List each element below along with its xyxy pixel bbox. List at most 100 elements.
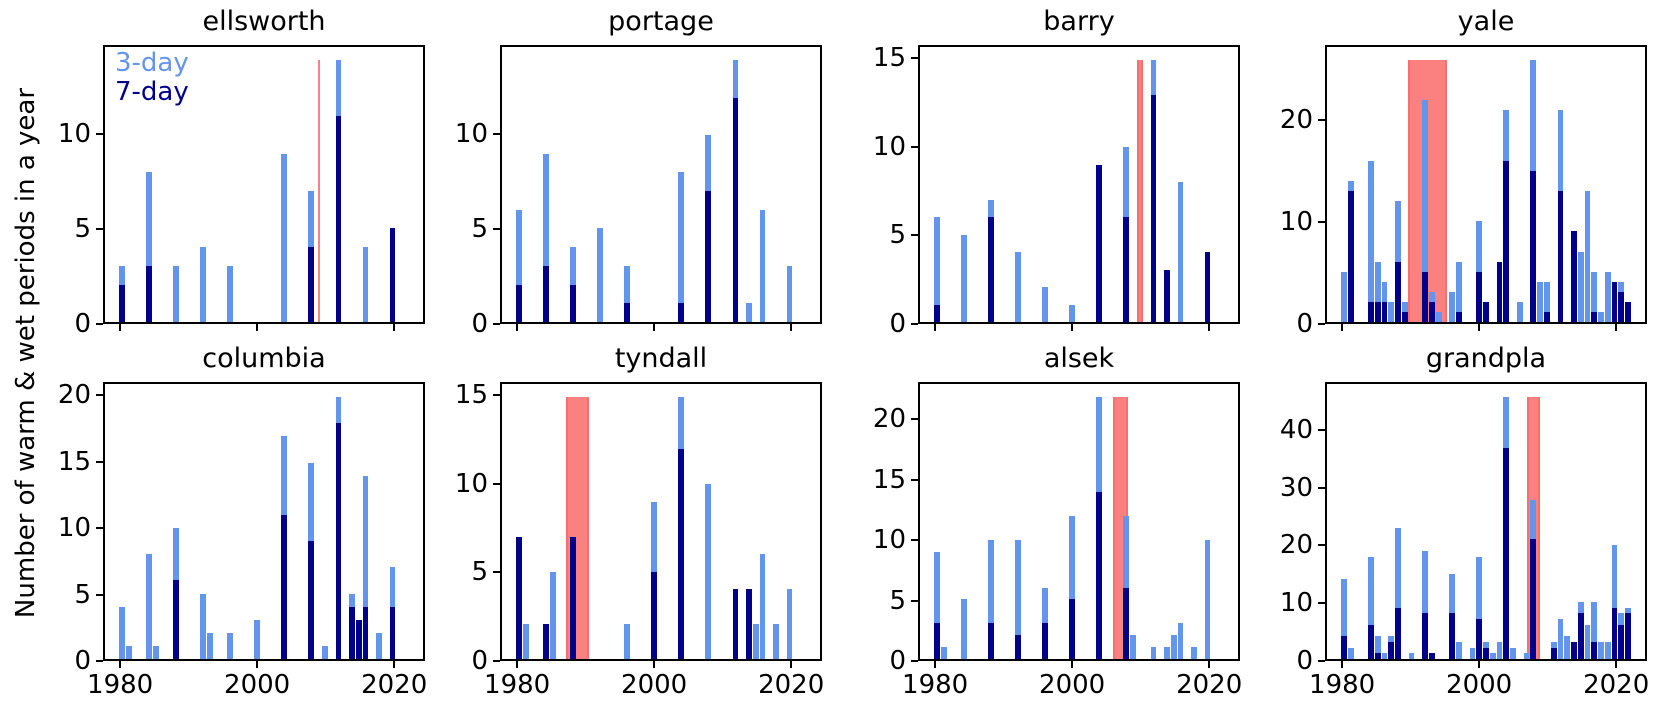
y-tick-label: 5: [74, 579, 91, 610]
y-tick-label: 5: [471, 557, 488, 588]
bar-3-day-2018: [1191, 647, 1197, 659]
y-tick-label: 15: [872, 464, 906, 495]
bar-3-day-1994: [1435, 311, 1442, 322]
y-tick-mark: [96, 394, 103, 397]
bar-7-day-2015: [355, 619, 362, 659]
y-tick-mark: [96, 323, 103, 325]
bar-7-day-1992: [1015, 635, 1021, 659]
bar-3-day-2000: [254, 619, 261, 659]
bar-3-day-1992: [1015, 539, 1021, 659]
x-tick-label: 2000: [1446, 670, 1513, 700]
bar-3-day-2010: [322, 645, 328, 659]
bar-7-day-1984: [1368, 624, 1374, 659]
bar-7-day-1980: [934, 304, 940, 322]
x-tick-mark: [1615, 324, 1618, 331]
x-tick-mark: [1478, 661, 1481, 668]
bar-3-day-2000: [1069, 516, 1076, 659]
y-tick-mark: [911, 599, 918, 602]
bar-3-day-1984: [146, 554, 152, 659]
bar-3-day-1980: [934, 551, 940, 659]
y-tick-label: 5: [889, 220, 906, 251]
bar-3-day-1984: [543, 153, 549, 322]
bar-7-day-2014: [1164, 269, 1170, 322]
bar-3-day-1981: [1347, 647, 1354, 659]
bar-3-day-2013: [1564, 636, 1571, 659]
x-tick-mark: [393, 324, 396, 331]
y-tick-mark: [493, 394, 500, 397]
bar-7-day-1981: [1347, 191, 1354, 322]
bar-7-day-2021: [1618, 624, 1625, 659]
plot-area-portage: [500, 45, 822, 324]
bar-3-day-1990: [1408, 653, 1415, 659]
bar-3-day-1988: [173, 265, 179, 322]
bar-7-day-2017: [1591, 311, 1598, 322]
bar-7-day-2012: [335, 116, 342, 322]
bar-7-day-2016: [362, 606, 369, 659]
bar-3-day-1980: [1341, 579, 1347, 659]
bar-7-day-2012: [1557, 191, 1564, 322]
bar-7-day-1996: [624, 303, 631, 322]
bar-3-day-1996: [227, 265, 234, 322]
bar-3-day-2016: [1177, 623, 1184, 659]
bar-3-day-1980: [516, 209, 522, 322]
x-tick-label: 2000: [224, 670, 291, 700]
bar-3-day-2006: [1516, 301, 1523, 322]
plot-area-barry: [918, 45, 1240, 324]
x-tick-mark: [790, 324, 793, 331]
bar-7-day-2004: [1503, 448, 1510, 659]
bar-7-day-1988: [570, 536, 576, 659]
y-tick-mark: [911, 145, 918, 148]
x-tick-mark: [653, 661, 656, 668]
bar-3-day-1985: [1374, 636, 1381, 659]
x-tick-mark: [119, 324, 122, 331]
bar-3-day-2017: [1591, 602, 1598, 659]
bar-3-day-1985: [549, 571, 556, 659]
bar-3-day-1999: [1469, 647, 1476, 659]
bar-3-day-1981: [125, 645, 132, 659]
bar-3-day-2018: [773, 624, 779, 659]
plot-area-ellsworth: 3-day 7-day: [103, 45, 425, 324]
y-tick-mark: [96, 228, 103, 231]
y-tick-mark: [911, 323, 918, 325]
bar-7-day-1984: [146, 265, 152, 322]
bar-7-day-1985: [1374, 653, 1381, 659]
bar-7-day-2020: [1204, 252, 1211, 322]
y-tick-mark: [493, 660, 500, 662]
bar-7-day-1996: [1449, 613, 1456, 659]
bar-3-day-2010: [1544, 281, 1550, 322]
subplot-title-columbia: columbia: [202, 343, 326, 374]
bar-3-day-2004: [281, 153, 288, 322]
y-tick-mark: [493, 482, 500, 485]
y-tick-label: 10: [872, 131, 906, 162]
y-tick-mark: [911, 539, 918, 542]
bar-7-day-2012: [732, 589, 739, 659]
y-tick-mark: [1318, 486, 1325, 489]
y-tick-mark: [1318, 118, 1325, 121]
bar-7-day-1997: [1456, 311, 1462, 322]
bar-3-day-1980: [119, 606, 125, 659]
legend-label-3-day: 3-day: [115, 48, 189, 78]
x-tick-mark: [1615, 661, 1618, 668]
bar-7-day-1989: [1401, 311, 1408, 322]
bar-3-day-2018: [376, 632, 382, 659]
bar-7-day-2014: [746, 589, 752, 659]
bar-7-day-2004: [678, 449, 685, 659]
bar-3-day-2019: [1604, 271, 1611, 322]
bar-3-day-2012: [1150, 647, 1157, 659]
y-tick-label: 30: [1279, 472, 1313, 503]
y-tick-label: 0: [1296, 646, 1313, 676]
x-tick-mark: [1071, 324, 1074, 331]
bar-7-day-2003: [1496, 261, 1503, 322]
subplot-title-ellsworth: ellsworth: [202, 6, 326, 37]
bar-3-day-1997: [1456, 641, 1462, 659]
bar-3-day-1996: [1042, 587, 1049, 659]
bar-7-day-2020: [1611, 607, 1618, 659]
bar-7-day-1984: [1368, 301, 1374, 322]
y-tick-label: 10: [57, 513, 91, 544]
bar-7-day-1988: [1395, 261, 1401, 322]
bar-3-day-1992: [200, 593, 206, 659]
bar-3-day-1992: [200, 247, 206, 322]
y-tick-label: 0: [889, 646, 906, 676]
bar-3-day-2020: [786, 589, 793, 659]
